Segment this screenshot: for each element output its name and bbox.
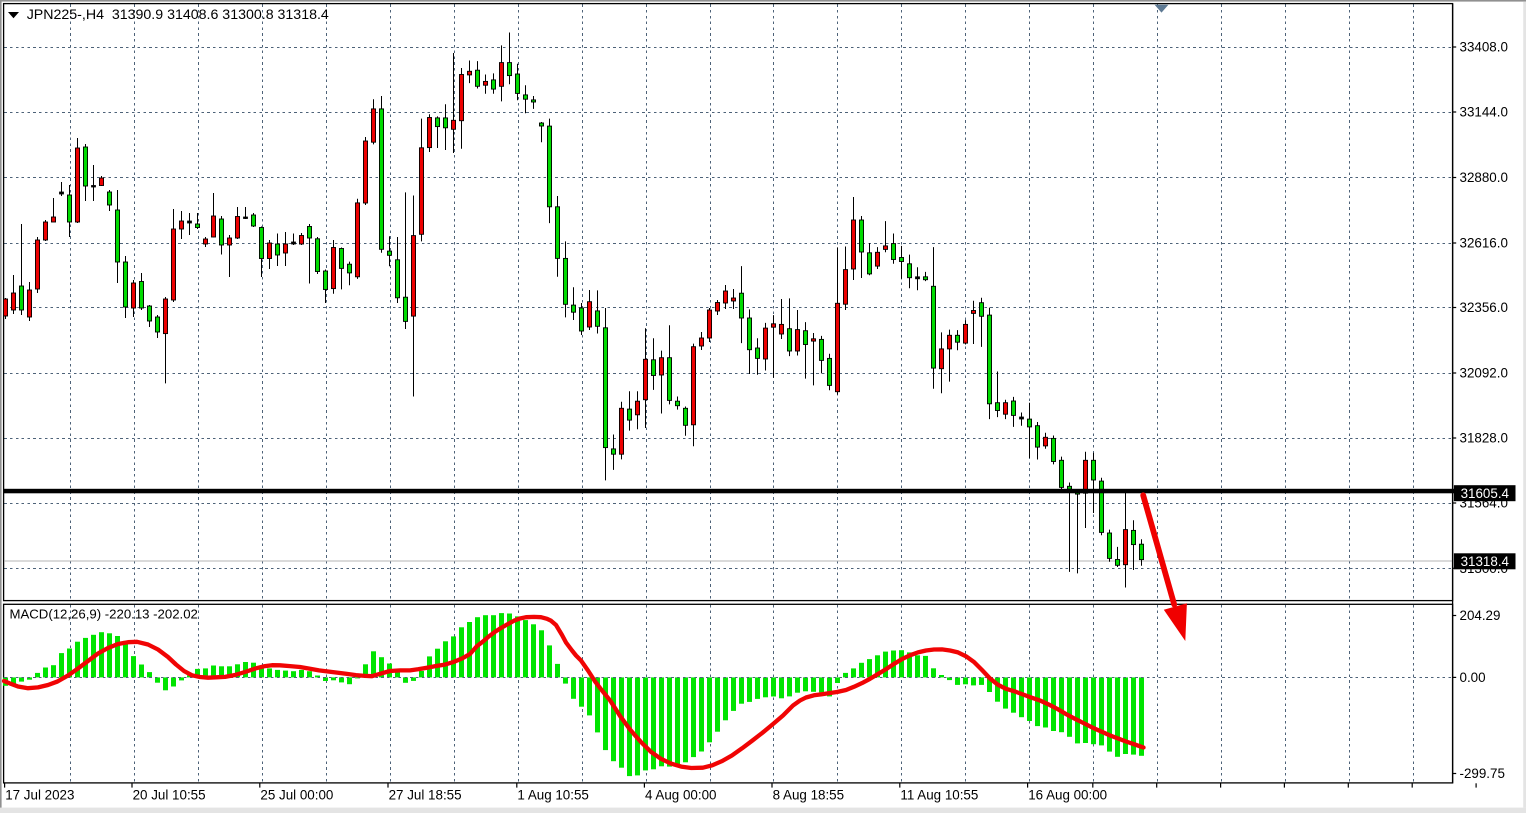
svg-text:MACD(12,26,9) -220.13 -202.02: MACD(12,26,9) -220.13 -202.02	[10, 607, 198, 622]
svg-text:8 Aug 18:55: 8 Aug 18:55	[773, 788, 844, 803]
svg-text:16 Aug 00:00: 16 Aug 00:00	[1028, 788, 1107, 803]
svg-text:33408.0: 33408.0	[1460, 40, 1508, 55]
svg-text:17 Jul 2023: 17 Jul 2023	[5, 788, 74, 803]
svg-text:31828.0: 31828.0	[1460, 431, 1508, 446]
svg-text:20 Jul 10:55: 20 Jul 10:55	[133, 788, 206, 803]
svg-text:32356.0: 32356.0	[1460, 300, 1508, 315]
svg-text:204.29: 204.29	[1460, 608, 1501, 623]
svg-text:1 Aug 10:55: 1 Aug 10:55	[517, 788, 588, 803]
svg-text:32880.0: 32880.0	[1460, 170, 1508, 185]
svg-text:32616.0: 32616.0	[1460, 236, 1508, 251]
svg-text:33144.0: 33144.0	[1460, 105, 1508, 120]
svg-text:-299.75: -299.75	[1460, 766, 1505, 781]
svg-text:0.00: 0.00	[1460, 670, 1486, 685]
svg-text:11 Aug 10:55: 11 Aug 10:55	[900, 788, 978, 803]
svg-text:JPN225-,H4 31390.9 31408.6 31: JPN225-,H4 31390.9 31408.6 31300.8 31318…	[27, 7, 329, 23]
svg-text:25 Jul 00:00: 25 Jul 00:00	[260, 788, 333, 803]
svg-text:4 Aug 00:00: 4 Aug 00:00	[645, 788, 716, 803]
svg-text:31318.4: 31318.4	[1461, 554, 1510, 569]
svg-text:32092.0: 32092.0	[1460, 366, 1508, 381]
svg-text:31605.4: 31605.4	[1461, 486, 1510, 501]
svg-text:27 Jul 18:55: 27 Jul 18:55	[389, 788, 462, 803]
